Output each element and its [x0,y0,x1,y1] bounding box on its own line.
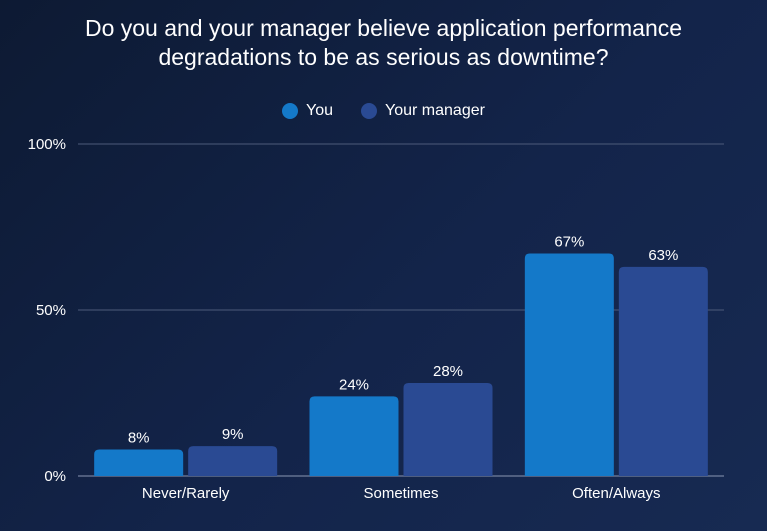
x-tick-label: Sometimes [363,485,438,502]
chart-legend: You Your manager [0,102,767,120]
x-tick-label: Often/Always [572,485,660,502]
chart-title-line-1: Do you and your manager believe applicat… [84,15,683,41]
legend-label-your-manager: Your manager [385,102,485,119]
data-label: 24% [339,376,369,393]
chart-title-line-2: degradations to be as serious as downtim… [158,44,609,70]
y-tick-label: 0% [44,468,66,485]
chart-title: Do you and your manager believe applicat… [0,14,767,72]
bar-your-manager [188,446,278,476]
bar-your-manager [403,383,493,476]
bar-you [524,253,614,476]
bar-your-manager [618,266,708,476]
legend-dot-you [282,103,299,119]
data-label: 67% [554,234,584,251]
bar-you [309,396,399,476]
data-label: 9% [222,426,244,443]
legend-label-you: You [306,102,334,119]
bar-you [94,449,184,476]
data-label: 63% [648,247,678,264]
legend-item-your-manager[interactable]: Your manager [361,102,485,120]
data-label: 8% [128,429,150,446]
legend-dot-your-manager [361,103,378,119]
y-tick-label: 100% [28,136,66,153]
data-label: 28% [433,363,463,380]
y-tick-label: 50% [36,302,66,319]
legend-item-you[interactable]: You [282,102,333,120]
x-tick-label: Never/Rarely [142,485,230,502]
